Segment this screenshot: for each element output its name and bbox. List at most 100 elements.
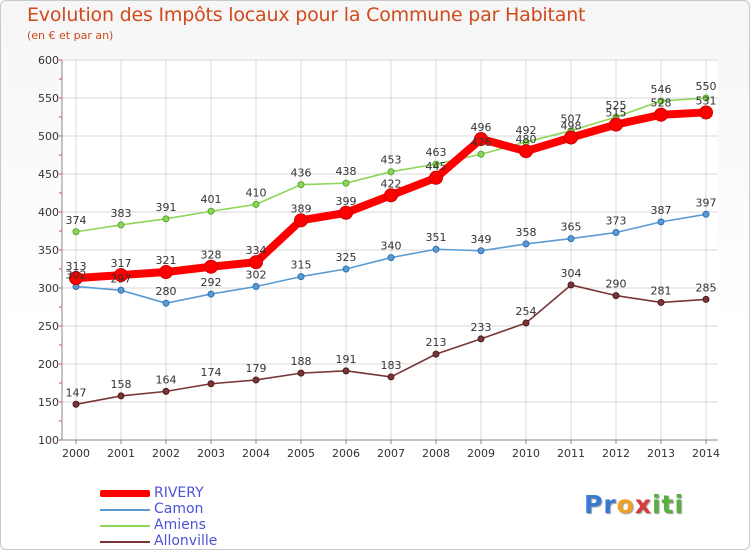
data-label-amiens-2010: 492 (516, 124, 537, 137)
point-camon-2007 (387, 254, 395, 262)
data-label-amiens-2004: 410 (246, 186, 267, 199)
point-rivery-2007 (384, 188, 398, 203)
data-label-camon-2003: 292 (201, 276, 222, 289)
data-label-allonville-2008: 213 (426, 336, 447, 349)
point-amiens-2002 (162, 215, 170, 223)
point-rivery-2010 (519, 144, 533, 159)
data-label-amiens-2006: 438 (336, 165, 357, 178)
data-label-allonville-2010: 254 (516, 305, 537, 318)
data-label-allonville-2002: 164 (156, 373, 177, 386)
data-label-rivery-2014: 531 (696, 94, 717, 107)
data-label-allonville-2009: 233 (471, 321, 492, 334)
data-label-allonville-2006: 191 (336, 353, 357, 366)
y-tick-label-450: 450 (38, 168, 59, 181)
x-tick-label-2000: 2000 (62, 447, 90, 460)
y-tick-label-100: 100 (38, 434, 59, 447)
point-allonville-2002 (162, 387, 170, 395)
y-tick-label-550: 550 (38, 92, 59, 105)
legend-swatch-amiens (100, 525, 150, 527)
legend-item-rivery: RIVERY (100, 485, 260, 502)
point-amiens-2004 (252, 200, 260, 208)
data-label-camon-2002: 280 (156, 285, 177, 298)
point-camon-2009 (477, 247, 485, 255)
point-allonville-2000 (72, 400, 80, 408)
data-label-amiens-2009: 476 (471, 136, 492, 149)
data-label-amiens-2013: 546 (651, 83, 672, 96)
point-allonville-2005 (297, 369, 305, 377)
x-tick-label-2011: 2011 (557, 447, 585, 460)
legend-swatch-allonville (100, 541, 150, 543)
axes: 100 150 200 250 300 350 400 450 500 550 600 2000 200… (38, 54, 720, 460)
point-allonville-2012 (612, 292, 620, 300)
point-amiens-2008 (432, 160, 440, 168)
legend-item-allonville: Allonville (100, 533, 260, 550)
data-label-camon-2014: 397 (696, 196, 717, 209)
data-label-rivery-2010: 480 (516, 133, 537, 146)
data-label-camon-2004: 302 (246, 268, 267, 281)
point-camon-2008 (432, 245, 440, 253)
y-tick-label-150: 150 (38, 396, 59, 409)
point-allonville-2006 (342, 367, 350, 375)
data-label-allonville-2003: 174 (201, 366, 222, 379)
data-label-rivery-2004: 334 (246, 244, 267, 257)
proxiti-logo: Proxiti (584, 490, 684, 519)
point-rivery-2014 (699, 105, 713, 120)
legend-label-allonville: Allonville (154, 533, 218, 549)
data-label-camon-2001: 297 (111, 272, 132, 285)
legend-label-camon: Camon (154, 501, 204, 517)
point-camon-2002 (162, 299, 170, 307)
logo-part-4: iti (651, 490, 685, 519)
data-label-amiens-2014: 550 (696, 80, 717, 93)
data-label-camon-2010: 358 (516, 226, 537, 239)
logo-part-3: x (634, 490, 652, 519)
point-allonville-2011 (567, 281, 575, 289)
point-amiens-2003 (207, 207, 215, 215)
point-allonville-2010 (522, 319, 530, 327)
data-label-rivery-2011: 498 (561, 120, 582, 133)
point-rivery-2002 (159, 265, 173, 280)
point-camon-2011 (567, 235, 575, 243)
data-label-amiens-2007: 453 (381, 154, 402, 167)
legend-item-amiens: Amiens (100, 517, 260, 534)
legend-item-camon: Camon (100, 501, 260, 518)
x-tick-label-2005: 2005 (287, 447, 315, 460)
y-tick-label-250: 250 (38, 320, 59, 333)
point-amiens-2005 (297, 181, 305, 189)
data-label-rivery-2012: 515 (606, 107, 627, 120)
x-tick-label-2009: 2009 (467, 447, 495, 460)
x-tick-label-2006: 2006 (332, 447, 360, 460)
x-tick-label-2010: 2010 (512, 447, 540, 460)
point-allonville-2013 (657, 298, 665, 306)
point-amiens-2001 (117, 221, 125, 229)
point-camon-2014 (702, 210, 710, 218)
x-tick-label-2003: 2003 (197, 447, 225, 460)
point-amiens-2009 (477, 150, 485, 158)
point-allonville-2008 (432, 350, 440, 358)
data-label-rivery-2000: 313 (66, 260, 87, 273)
logo-part-2: o (616, 490, 635, 519)
data-label-amiens-2012: 525 (606, 99, 627, 112)
x-tick-label-2004: 2004 (242, 447, 270, 460)
data-label-rivery-2001: 317 (111, 257, 132, 270)
data-label-rivery-2008: 445 (426, 160, 447, 173)
data-label-rivery-2003: 328 (201, 249, 222, 262)
point-camon-2003 (207, 290, 215, 298)
legend-swatch-rivery (100, 490, 150, 497)
point-amiens-2000 (72, 228, 80, 236)
point-rivery-2006 (339, 205, 353, 220)
point-rivery-2009 (474, 132, 488, 147)
data-label-allonville-2000: 147 (66, 386, 87, 399)
x-tick-label-2008: 2008 (422, 447, 450, 460)
data-label-camon-2008: 351 (426, 231, 447, 244)
point-rivery-2011 (564, 130, 578, 145)
data-label-amiens-2002: 391 (156, 201, 177, 214)
point-camon-2012 (612, 229, 620, 237)
data-label-camon-2007: 340 (381, 240, 402, 253)
point-rivery-2012 (609, 117, 623, 132)
point-rivery-2004 (249, 255, 263, 270)
x-tick-label-2013: 2013 (647, 447, 675, 460)
data-label-camon-2006: 325 (336, 251, 357, 264)
x-tick-label-2007: 2007 (377, 447, 405, 460)
x-tick-label-2001: 2001 (107, 447, 135, 460)
point-amiens-2013 (657, 97, 665, 105)
